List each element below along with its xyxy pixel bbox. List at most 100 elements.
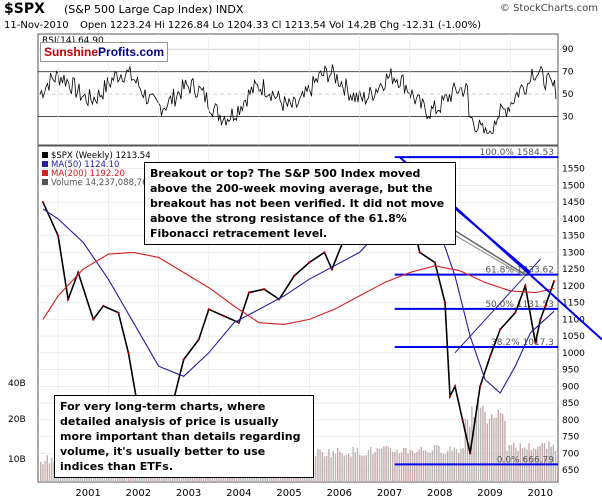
price-tick-label: 1100 bbox=[562, 315, 585, 325]
x-tick-label: 2006 bbox=[327, 488, 352, 499]
volume-bar bbox=[328, 449, 330, 482]
volume-bar bbox=[326, 455, 328, 482]
volume-bar bbox=[407, 453, 409, 482]
volume-bar bbox=[519, 443, 521, 482]
price-tick-label: 1250 bbox=[562, 265, 585, 275]
price-tick-label: 1200 bbox=[562, 282, 585, 292]
price-point bbox=[544, 304, 547, 308]
ticker-description: (S&P 500 Large Cap Index) INDX bbox=[64, 3, 244, 16]
price-point bbox=[293, 274, 296, 278]
volume-bar bbox=[464, 418, 466, 482]
price-point bbox=[92, 318, 95, 321]
rsi-label: RSI(14) 64.90 bbox=[42, 36, 104, 46]
volume-bar bbox=[513, 442, 515, 482]
volume-bar bbox=[365, 455, 367, 482]
volume-bar bbox=[458, 453, 460, 482]
price-point bbox=[182, 358, 185, 361]
volume-bar bbox=[341, 453, 343, 482]
price-tick-label: 1550 bbox=[562, 165, 585, 175]
volume-bar bbox=[440, 452, 442, 482]
price-point bbox=[41, 201, 45, 204]
annotation-pointer-2 bbox=[445, 229, 526, 278]
volume-bar bbox=[343, 455, 345, 482]
volume-bar bbox=[442, 453, 444, 482]
volume-bar bbox=[554, 451, 557, 482]
volume-bar bbox=[411, 450, 414, 482]
volume-bar bbox=[374, 451, 376, 482]
x-tick-label: 2005 bbox=[276, 488, 301, 499]
volume-bar bbox=[491, 414, 493, 482]
price-tick-label: 650 bbox=[562, 466, 579, 476]
volume-bar bbox=[352, 447, 354, 482]
volume-bar bbox=[482, 405, 484, 482]
rsi-tick-label: 90 bbox=[562, 45, 574, 55]
volume-bar bbox=[315, 456, 317, 482]
volume-bar bbox=[383, 446, 385, 482]
x-tick-label: 2009 bbox=[477, 488, 502, 499]
volume-bar bbox=[317, 449, 319, 482]
price-point bbox=[488, 354, 492, 358]
volume-bar bbox=[422, 450, 425, 482]
volume-bar bbox=[473, 416, 475, 482]
price-point bbox=[222, 314, 226, 318]
volume-bar bbox=[480, 407, 482, 482]
volume-bar bbox=[504, 420, 506, 482]
price-tick-label: 1500 bbox=[562, 181, 585, 191]
volume-bar bbox=[330, 457, 332, 482]
price-tick-label: 750 bbox=[562, 433, 579, 443]
volume-tick-label: 20B bbox=[8, 415, 26, 425]
volume-bar bbox=[40, 461, 42, 482]
volume-bar bbox=[44, 461, 46, 482]
price-point bbox=[448, 395, 452, 398]
price-tick-label: 900 bbox=[562, 382, 579, 392]
price-point bbox=[117, 311, 120, 314]
volume-bar bbox=[53, 462, 55, 482]
price-point bbox=[514, 311, 517, 314]
price-point bbox=[418, 251, 422, 254]
price-point bbox=[197, 338, 200, 341]
volume-bar bbox=[499, 412, 502, 482]
volume-bar bbox=[530, 450, 532, 482]
x-tick-label: 2007 bbox=[377, 488, 402, 499]
x-tick-label: 2010 bbox=[528, 488, 553, 499]
legend-swatch bbox=[42, 170, 48, 176]
price-point bbox=[308, 261, 311, 264]
volume-bar bbox=[392, 452, 394, 482]
sunshine-profits-logo: SunshineProfits.com bbox=[40, 42, 169, 62]
volume-bar bbox=[51, 457, 53, 482]
price-point bbox=[207, 308, 211, 311]
x-tick-label: 2002 bbox=[126, 488, 151, 499]
volume-bar bbox=[398, 453, 400, 482]
price-point bbox=[443, 301, 447, 304]
series-line bbox=[42, 208, 555, 394]
price-tick-label: 1450 bbox=[562, 198, 585, 208]
volume-bar bbox=[350, 456, 352, 482]
volume-bar bbox=[543, 443, 546, 482]
price-point bbox=[127, 351, 130, 355]
volume-bar bbox=[497, 409, 499, 482]
price-tick-label: 800 bbox=[562, 416, 579, 426]
price-tick-label: 1000 bbox=[562, 349, 585, 359]
volume-bar bbox=[323, 456, 326, 482]
volume-bar bbox=[378, 448, 381, 482]
volume-bar bbox=[486, 423, 488, 482]
x-tick-label: 2003 bbox=[176, 488, 201, 499]
copyright-notice: © StockCharts.com bbox=[499, 3, 598, 14]
price-point bbox=[433, 261, 437, 264]
volume-bar bbox=[416, 451, 418, 482]
volume-bar bbox=[387, 446, 389, 482]
volume-bar bbox=[455, 448, 458, 482]
volume-bar bbox=[394, 452, 396, 482]
uptrend-line bbox=[454, 258, 541, 354]
price-tick-label: 700 bbox=[562, 449, 579, 459]
price-point bbox=[323, 251, 326, 254]
volume-bar bbox=[548, 441, 550, 482]
volume-bar bbox=[339, 451, 341, 482]
legend-entry: MA(200) 1192.20 bbox=[51, 169, 125, 179]
legend-swatch bbox=[42, 179, 48, 185]
volume-tick-label: 10B bbox=[8, 455, 26, 465]
legend-swatch bbox=[42, 161, 48, 167]
price-point bbox=[66, 298, 70, 301]
volume-bar bbox=[337, 447, 339, 482]
volume-bar bbox=[409, 449, 411, 482]
